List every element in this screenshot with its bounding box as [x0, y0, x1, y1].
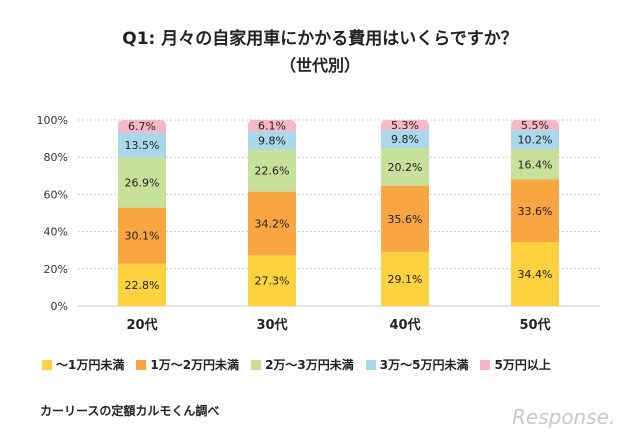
data-label: 30.1% [125, 230, 160, 243]
y-tick-label: 20% [44, 263, 68, 276]
bar-segment [118, 120, 166, 133]
data-label: 9.8% [391, 133, 419, 146]
bar-segment [511, 149, 559, 180]
legend-swatch [251, 359, 262, 370]
bar-segment [248, 131, 296, 150]
bar-segment [511, 179, 559, 243]
legend-label: 1万～2万円未満 [150, 358, 240, 372]
data-label: 26.9% [125, 177, 160, 190]
bar-segment [511, 119, 559, 131]
bar-segment [118, 263, 166, 306]
legend-swatch [480, 359, 491, 370]
bar-segment [248, 120, 296, 132]
data-label: 16.4% [518, 158, 553, 171]
y-tick-label: 80% [44, 151, 68, 164]
legend-item: 5万円以上 [480, 356, 551, 373]
legend-item: ～1万円未満 [42, 356, 124, 373]
bar-segment [381, 251, 429, 306]
data-label: 33.6% [518, 205, 553, 218]
y-tick-label: 100% [37, 114, 68, 127]
data-label: 34.2% [255, 217, 290, 230]
bar-segment [381, 185, 429, 252]
legend: ～1万円未満 1万～2万円未満 2万～3万円未満 3万～5万円未満 5万円以上 [42, 356, 622, 373]
bar-segment [118, 132, 166, 158]
data-label: 5.5% [521, 119, 549, 132]
data-label: 34.4% [518, 268, 553, 281]
bar-segment [381, 129, 429, 149]
y-tick-label: 60% [44, 188, 68, 201]
x-category-label: 20代 [126, 317, 157, 333]
x-category-label: 50代 [519, 317, 550, 333]
bar-segment [381, 148, 429, 186]
bar-segment [511, 130, 559, 150]
legend-item: 2万～3万円未満 [251, 356, 354, 373]
data-label: 29.1% [388, 273, 423, 286]
data-label: 27.3% [255, 275, 290, 288]
legend-swatch [365, 359, 376, 370]
data-label: 35.6% [388, 213, 423, 226]
legend-label: 5万円以上 [494, 358, 551, 372]
stacked-bar-chart: 0% 20% 40% 60% 80% 100% 22.8% 30.1% 26.9% 13.5% 6.… [37, 114, 600, 333]
data-label: 6.7% [128, 120, 156, 133]
bar-segment [248, 191, 296, 256]
bar-segment [381, 120, 429, 130]
watermark-logo: Response. [512, 405, 616, 429]
y-tick-label: 0% [51, 300, 68, 313]
legend-label: ～1万円未満 [56, 358, 125, 372]
data-label: 22.6% [255, 165, 290, 178]
legend-swatch [42, 359, 52, 370]
data-label: 6.1% [258, 120, 286, 133]
data-label: 5.3% [391, 119, 419, 132]
legend-swatch [136, 359, 147, 370]
source-note: カーリースの定額カルモくん調べ [40, 404, 220, 418]
chart-subtitle: （世代別） [279, 56, 360, 75]
bar-segment [511, 242, 559, 306]
y-tick-label: 40% [44, 226, 68, 239]
legend-label: 3万～5万円未満 [379, 358, 469, 372]
data-label: 10.2% [518, 134, 553, 147]
bar-segment [248, 149, 296, 192]
data-label: 20.2% [388, 161, 423, 174]
legend-item: 3万～5万円未満 [365, 356, 469, 373]
x-category-label: 30代 [256, 317, 287, 333]
bar-segment [118, 157, 166, 208]
data-label: 13.5% [125, 139, 160, 152]
chart-title: Q1: 月々の自家用車にかかる費用はいくらですか？ [122, 29, 518, 49]
x-category-label: 40代 [389, 317, 420, 333]
data-label: 9.8% [258, 134, 286, 147]
data-label: 22.8% [125, 279, 160, 292]
legend-label: 2万～3万円未満 [265, 358, 354, 372]
legend-item: 1万～2万円未満 [136, 356, 239, 373]
bar-segment [248, 255, 296, 306]
bar-segment [118, 207, 166, 264]
